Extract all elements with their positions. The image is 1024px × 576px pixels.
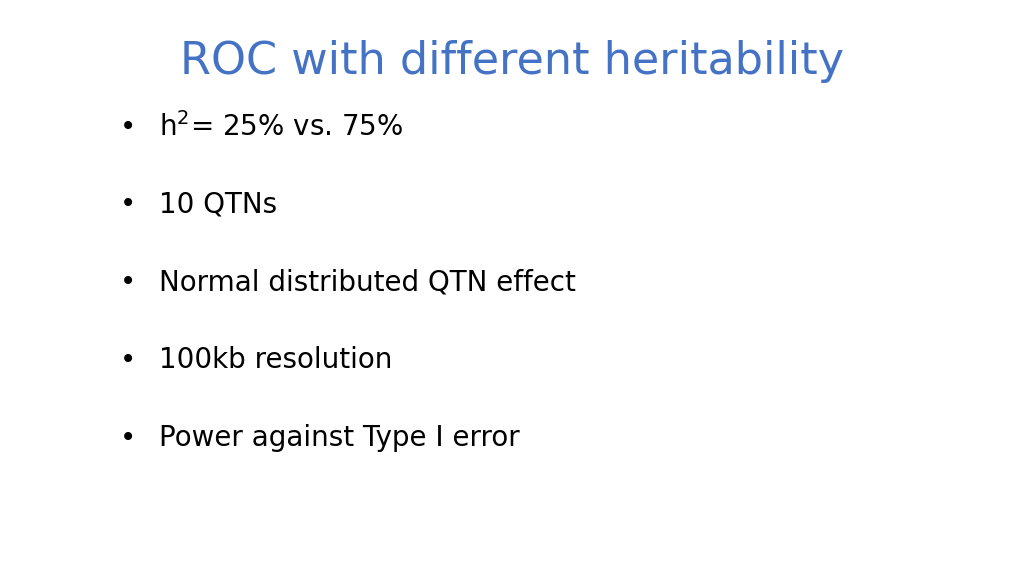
Text: h$^2$= 25% vs. 75%: h$^2$= 25% vs. 75% <box>159 112 402 142</box>
Text: •: • <box>120 113 136 141</box>
Text: 10 QTNs: 10 QTNs <box>159 191 276 218</box>
Text: Power against Type I error: Power against Type I error <box>159 424 519 452</box>
Text: •: • <box>120 191 136 218</box>
Text: •: • <box>120 424 136 452</box>
Text: •: • <box>120 268 136 296</box>
Text: •: • <box>120 346 136 374</box>
Text: Normal distributed QTN effect: Normal distributed QTN effect <box>159 268 575 296</box>
Text: ROC with different heritability: ROC with different heritability <box>180 40 844 84</box>
Text: 100kb resolution: 100kb resolution <box>159 346 392 374</box>
